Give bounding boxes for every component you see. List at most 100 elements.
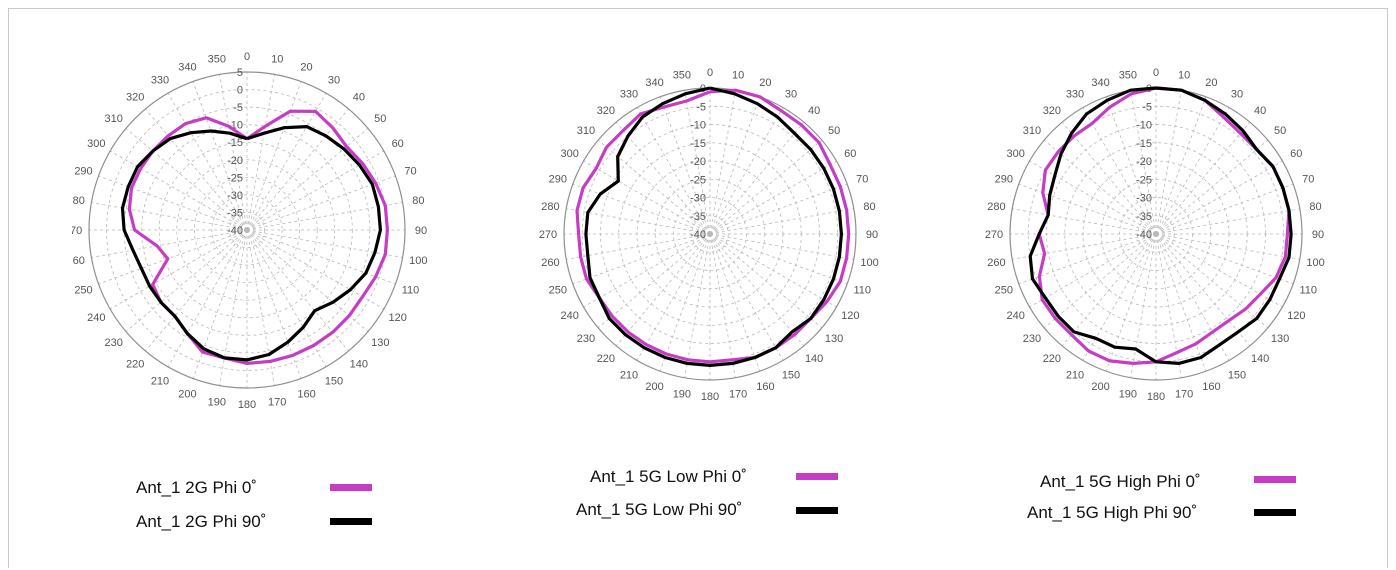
r-tick-label: -40 <box>690 229 706 241</box>
angle-tick-label-200: 200 <box>178 389 196 401</box>
angle-tick-label-110: 110 <box>1299 284 1317 296</box>
r-tick-label: -5 <box>696 101 706 113</box>
r-tick-label: -25 <box>690 174 706 186</box>
angle-tick-label-0: 0 <box>707 67 713 79</box>
polar-plot-5g-low: 0 -5 -10 -15 -20 -25 -30 -35 -40 0 10 20 30 40 50 60 70 8… <box>530 52 890 427</box>
angle-tick-label-330: 330 <box>620 89 638 101</box>
angle-tick-label-90: 90 <box>415 225 427 237</box>
grid-spoke-320 <box>1061 121 1157 235</box>
angle-tick-label-20: 20 <box>1205 77 1217 89</box>
grid-spoke-280 <box>91 202 248 231</box>
r-tick-label: -35 <box>690 211 706 223</box>
grid-spoke-30 <box>246 92 327 231</box>
polar-plot-5g-high: 0 -5 -10 -15 -20 -25 -30 -35 -40 0 10 20 30 40 50 60 70 8… <box>976 52 1336 427</box>
angle-tick-label-130: 130 <box>1271 333 1289 345</box>
legend-swatch-5ghigh-phi90 <box>1254 509 1296 516</box>
legend-label-2g-phi90: Ant_1 2G Phi 90˚ <box>136 512 267 531</box>
grid-spoke-50 <box>246 128 369 231</box>
series-line-5glow-phi90 <box>584 86 843 367</box>
legend-label-5glow-phi0: Ant_1 5G Low Phi 0˚ <box>590 467 747 486</box>
angle-tick-label-290: 290 <box>74 165 92 177</box>
angle-tick-label-160: 160 <box>1202 381 1220 393</box>
angle-tick-label-210: 210 <box>620 369 638 381</box>
grid-spoke-300 <box>109 150 248 231</box>
angle-tick-label-340: 340 <box>645 77 663 89</box>
grid-spoke-40 <box>246 108 349 231</box>
angle-tick-label-220: 220 <box>597 353 615 365</box>
r-tick-label: -20 <box>227 155 243 167</box>
angle-tick-label-120: 120 <box>389 312 407 324</box>
angle-tick-label-240: 240 <box>561 310 579 322</box>
r-tick-label: -20 <box>690 156 706 168</box>
grid-spoke-170 <box>246 229 275 386</box>
polar-plot-2g-svg: 50-5-10-15-20-25-30-35-400 10203040506070… <box>72 51 428 411</box>
grid-spoke-170 <box>709 233 736 378</box>
angle-tick-label-330: 330 <box>1066 89 1084 101</box>
grid-spoke-190 <box>219 229 248 386</box>
angle-tick-label-150: 150 <box>1228 369 1246 381</box>
angle-tick-label-90: 90 <box>1312 229 1324 241</box>
grid-spoke-250 <box>572 233 711 285</box>
angle-tick-label-60: 60 <box>1290 148 1302 160</box>
series-line-5ghigh-phi90 <box>1028 86 1293 365</box>
grid-spoke-140 <box>1155 233 1251 347</box>
angle-tick-label-20: 20 <box>300 61 312 73</box>
angle-tick-label-170: 170 <box>1175 389 1193 401</box>
angle-tick-label-140: 140 <box>1251 353 1269 365</box>
angle-tick-label-60: 60 <box>392 138 404 150</box>
legend-label-2g-phi0: Ant_1 2G Phi 0˚ <box>136 478 257 497</box>
angle-tick-label-10: 10 <box>732 69 744 81</box>
angle-tick-label-30: 30 <box>785 89 797 101</box>
angle-tick-label-350: 350 <box>1119 69 1137 81</box>
legend-swatch-5glow-phi90 <box>796 507 838 514</box>
grid-spoke-20 <box>246 81 302 231</box>
r-tick-label: -40 <box>1136 229 1152 241</box>
angle-tick-label-110: 110 <box>853 284 871 296</box>
angle-tick-label-180: 180 <box>1147 391 1165 403</box>
grid-spoke-150 <box>246 229 327 368</box>
grid-ring <box>1064 142 1248 326</box>
angle-tick-label-250: 250 <box>549 284 567 296</box>
grid-spoke-340 <box>1105 96 1157 235</box>
grid-spoke-310 <box>1043 139 1157 235</box>
polar-plot-5g-low-svg: 0-5-10-15-20-25-30-35-400 102030405060708… <box>539 67 879 403</box>
grid-spoke-50 <box>709 139 823 235</box>
angle-tick-label-160: 160 <box>297 389 315 401</box>
grid-spoke-160 <box>709 233 761 372</box>
grid-ring <box>673 197 747 271</box>
grid-spoke-10 <box>246 74 275 231</box>
angle-tick-label-80: 80 <box>1309 201 1321 213</box>
r-tick-label: -40 <box>227 225 243 237</box>
grid-ring <box>691 215 729 253</box>
grid-spoke-320 <box>145 108 248 231</box>
legend-swatch-2g-phi90 <box>330 518 372 525</box>
angle-tick-label-80: 80 <box>412 195 424 207</box>
grid-spoke-50 <box>1155 139 1269 235</box>
grid-ring <box>1082 160 1230 308</box>
angle-tick-label-10: 10 <box>1178 69 1190 81</box>
angle-tick-label-220: 220 <box>1043 353 1061 365</box>
angle-tick-label-50: 50 <box>828 125 840 137</box>
grid-spoke-230 <box>597 233 711 329</box>
grid-spoke-240 <box>109 229 248 310</box>
grid-spoke-330 <box>167 92 248 231</box>
angle-tick-label-310: 310 <box>577 125 595 137</box>
angle-tick-label-180: 180 <box>238 399 256 411</box>
angle-tick-label-300: 300 <box>1007 148 1025 160</box>
grid-spoke-350 <box>219 74 248 231</box>
angle-tick-label-30: 30 <box>328 74 340 86</box>
grid-spoke-160 <box>246 229 302 379</box>
angle-tick-label-290: 290 <box>995 174 1013 186</box>
angle-tick-label-270: 270 <box>72 225 82 237</box>
grid-spoke-230 <box>125 229 248 332</box>
grid-spoke-260 <box>91 229 248 258</box>
angle-tick-label-30: 30 <box>1231 89 1243 101</box>
grid-spoke-130 <box>246 229 369 332</box>
angle-tick-label-110: 110 <box>402 285 420 297</box>
grid-spoke-150 <box>709 233 784 361</box>
grid-spoke-80 <box>246 202 403 231</box>
r-tick-label: -30 <box>227 190 243 202</box>
angle-tick-label-0: 0 <box>1153 67 1159 79</box>
r-tick-label: -30 <box>1136 193 1152 205</box>
angle-tick-label-340: 340 <box>178 61 196 73</box>
